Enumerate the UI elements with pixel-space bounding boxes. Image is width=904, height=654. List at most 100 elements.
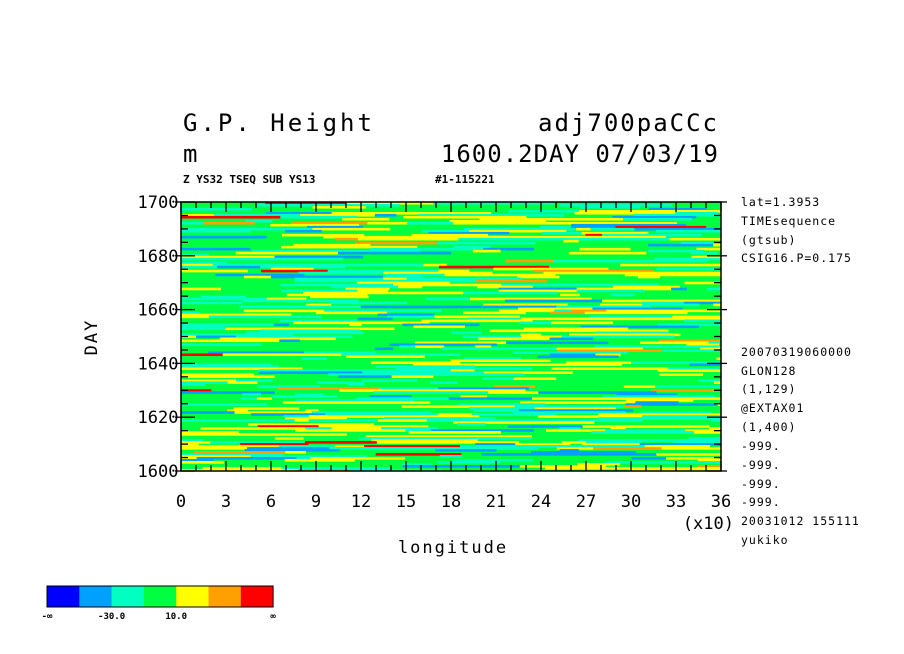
heatmap-segment	[716, 357, 721, 361]
heatmap-segment	[507, 425, 583, 428]
heatmap-segment	[294, 277, 383, 281]
heatmap-segment	[201, 295, 246, 299]
heatmap-segment	[624, 273, 721, 277]
heatmap-segment	[383, 271, 493, 275]
heatmap-segment	[695, 241, 721, 245]
x-axis-label: longitude	[398, 538, 508, 558]
heatmap-segment	[498, 289, 563, 293]
colorbar-frame	[46, 585, 274, 608]
heatmap-segment	[181, 391, 275, 394]
heatmap-segment	[481, 453, 545, 456]
heatmap-segment	[369, 247, 484, 251]
heatmap-segment	[570, 225, 616, 229]
heatmap-segment	[381, 427, 417, 430]
heatmap-segment	[236, 335, 353, 339]
heatmap-segment	[368, 355, 425, 359]
heatmap-segment	[453, 421, 541, 424]
heatmap-segment	[639, 443, 721, 446]
heatmap-segment	[376, 441, 459, 444]
heatmap-segment	[659, 373, 703, 376]
heatmap-segment	[697, 465, 721, 468]
heatmap-segment	[661, 271, 721, 275]
heatmap-segment	[438, 387, 529, 390]
heatmap-segment	[359, 437, 412, 440]
heatmap-segment	[561, 441, 587, 444]
heatmap-segment	[181, 247, 251, 251]
heatmap-segment	[520, 317, 594, 321]
heatmap-segment	[331, 285, 356, 289]
heatmap-segment	[181, 379, 236, 382]
heatmap-segment	[284, 459, 355, 462]
colorbar-label: -30.0	[98, 612, 125, 622]
heatmap-segment	[254, 433, 308, 436]
heatmap-segment	[181, 419, 295, 422]
heatmap-segment	[606, 309, 721, 313]
heatmap-segment	[687, 259, 708, 263]
x-tick-label: 3	[221, 492, 231, 512]
heatmap-segment	[235, 251, 339, 255]
heatmap-segment	[633, 213, 721, 217]
heatmap-segment	[478, 337, 550, 341]
heatmap-segment	[538, 415, 643, 418]
heatmap-segment	[708, 341, 721, 345]
heatmap-segment	[531, 451, 637, 454]
heatmap-segment	[593, 317, 642, 321]
y-tick-label: 1660	[138, 301, 179, 321]
heatmap-segment	[654, 257, 721, 261]
heatmap-segment	[620, 263, 721, 267]
heatmap-segment	[219, 337, 336, 341]
heatmap-segment	[338, 251, 451, 255]
heatmap-segment	[423, 263, 447, 267]
heatmap-segment	[545, 467, 655, 470]
heatmap-segment	[181, 227, 267, 231]
heatmap-segment	[443, 215, 527, 219]
heatmap-segment	[540, 225, 571, 229]
heatmap-segment	[281, 245, 316, 249]
heatmap-segment	[181, 431, 239, 434]
heatmap-segment	[642, 303, 663, 307]
heatmap-segment	[437, 413, 473, 416]
heatmap-segment	[690, 251, 718, 255]
heatmap-segment	[661, 447, 721, 450]
heatmap-segment	[697, 459, 721, 462]
heatmap-segment	[551, 321, 614, 325]
heatmap-segment	[281, 289, 358, 293]
heatmap-segment	[387, 315, 435, 319]
heatmap-segment	[612, 285, 680, 289]
heatmap-segment	[658, 397, 721, 400]
heatmap-segment	[694, 431, 721, 434]
heatmap-segment	[181, 253, 209, 257]
heatmap-segment	[377, 419, 427, 422]
heatmap-segment	[463, 311, 526, 315]
heatmap-segment	[356, 397, 449, 400]
heatmap-segment	[279, 339, 300, 343]
heatmap-segment	[345, 287, 390, 291]
heatmap-segment	[243, 275, 271, 279]
heatmap-segment	[208, 315, 322, 319]
heatmap-segment	[181, 297, 267, 301]
heatmap-segment	[479, 367, 532, 370]
heatmap-segment	[535, 363, 622, 366]
heatmap-segment	[605, 429, 685, 432]
heatmap-segment	[642, 317, 721, 321]
heatmap-segment	[521, 335, 548, 339]
heatmap-segment	[452, 459, 534, 462]
heatmap-segment	[472, 249, 501, 253]
heatmap-segment	[457, 403, 519, 406]
dataset-name: adj700paCCc	[538, 109, 719, 137]
heatmap-segment	[576, 227, 591, 231]
heatmap-segment	[595, 353, 621, 357]
heatmap-segment	[635, 401, 679, 404]
heatmap-segment	[483, 247, 535, 251]
heatmap-segment	[457, 423, 486, 426]
heatmap-segment	[549, 311, 585, 315]
heatmap-segment	[295, 399, 415, 402]
heatmap-segment	[339, 389, 442, 392]
heatmap-segment	[657, 323, 721, 327]
heatmap-segment	[251, 249, 326, 253]
heatmap-segment	[224, 327, 286, 331]
heatmap-segment	[711, 419, 721, 422]
heatmap-segment	[493, 385, 536, 388]
heatmap-segment	[285, 327, 395, 331]
heatmap-segment	[523, 327, 584, 331]
